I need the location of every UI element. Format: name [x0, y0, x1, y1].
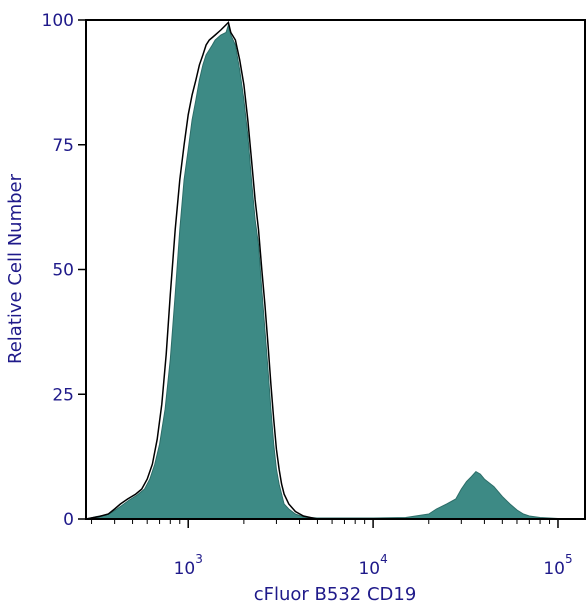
sample-histogram-fill	[85, 23, 586, 520]
y-tick-label: 75	[52, 136, 74, 156]
x-axis-title: cFluor B532 CD19	[254, 584, 417, 605]
y-axis: 0 25 50 75 100	[42, 11, 86, 530]
y-tick-label: 0	[63, 510, 74, 530]
x-tick-label: 103	[174, 552, 203, 579]
y-tick-label: 50	[52, 261, 74, 281]
y-axis-title: Relative Cell Number	[5, 173, 26, 364]
control-histogram-outline	[85, 21, 318, 520]
x-axis: 103 104 105	[91, 519, 573, 579]
y-tick-label: 100	[42, 11, 74, 31]
y-tick-label: 25	[52, 385, 74, 405]
plot-marks	[85, 21, 586, 520]
x-tick-label: 105	[543, 552, 572, 579]
x-tick-label: 104	[358, 552, 387, 579]
